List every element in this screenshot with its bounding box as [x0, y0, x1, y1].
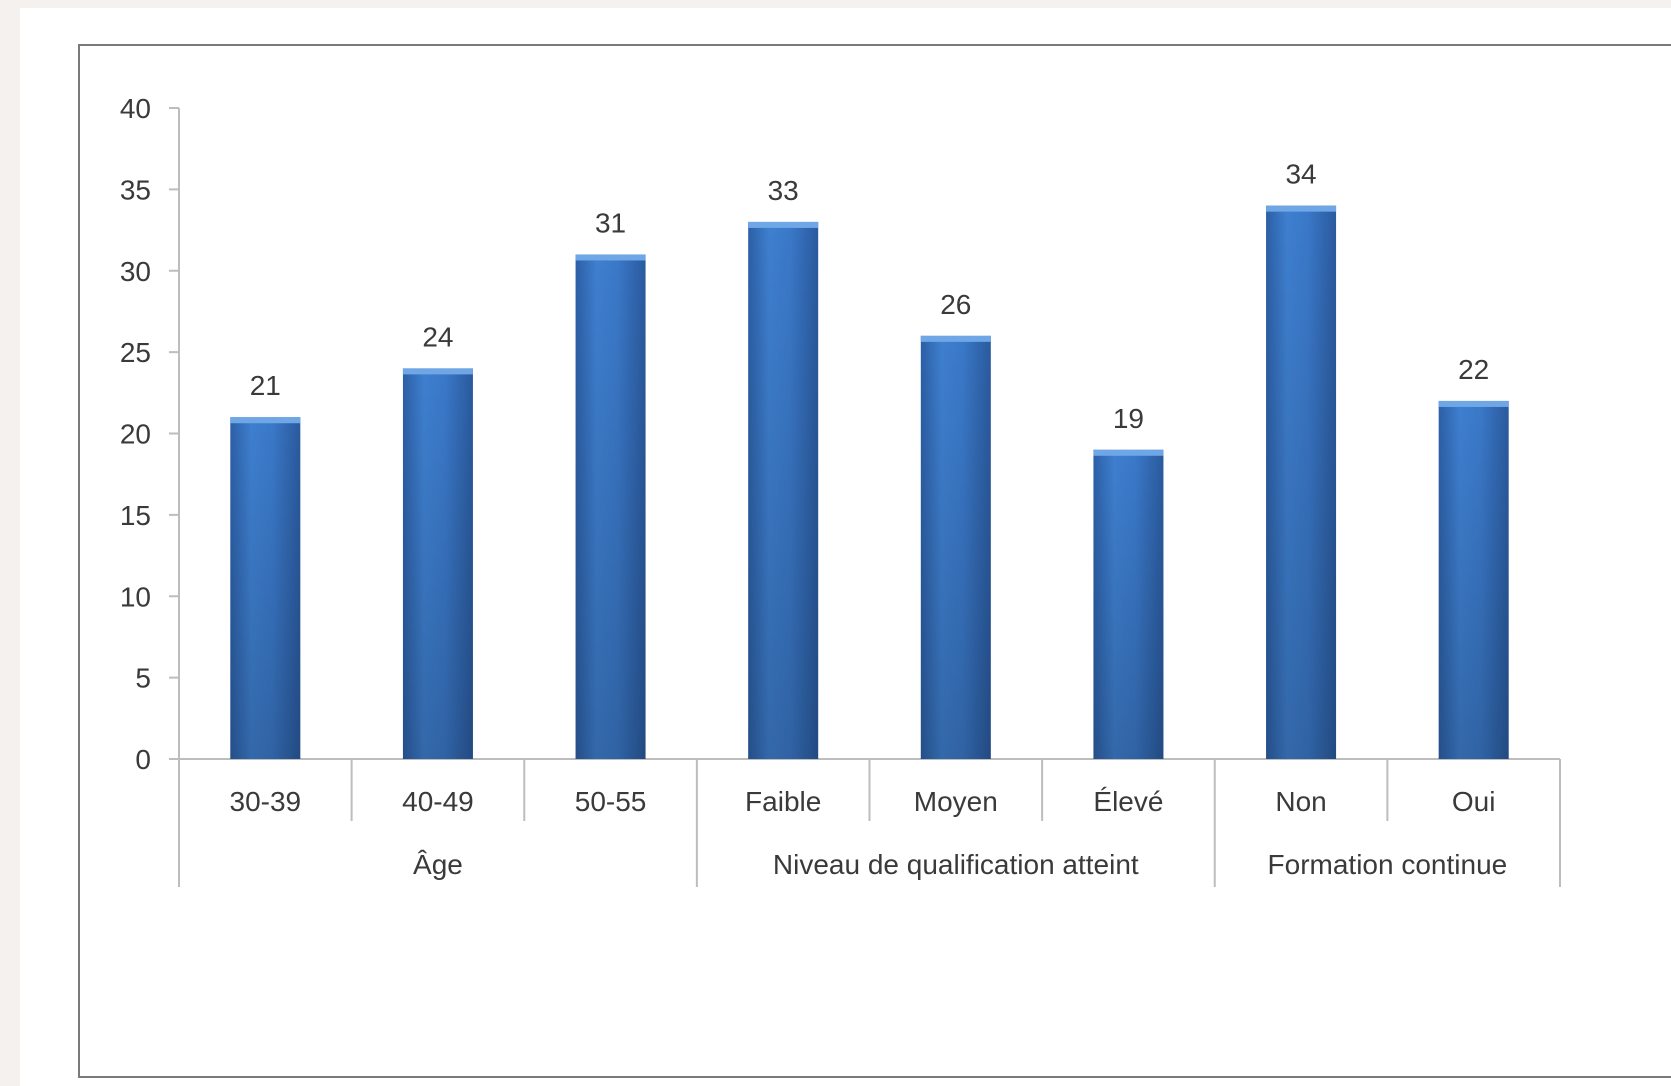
- y-tick-label: 35: [120, 174, 151, 205]
- bar-value-label: 22: [1458, 354, 1489, 385]
- category-label: 30-39: [230, 786, 302, 817]
- bar-top-highlight: [1438, 400, 1509, 407]
- y-tick-label: 40: [120, 93, 151, 124]
- bar-shade: [402, 368, 473, 759]
- y-tick-label: 20: [120, 419, 151, 450]
- y-tick-label: 15: [120, 500, 151, 531]
- chart-frame: 0 5 10 15 20 25 30 35 40 21 30-39 24 40-49 31 50-55 33…: [78, 44, 1671, 1078]
- category-label: Oui: [1452, 786, 1496, 817]
- bar-value-label: 19: [1113, 403, 1144, 434]
- bar-shade: [1093, 449, 1164, 759]
- bar-shade: [748, 221, 819, 760]
- category-label: 50-55: [575, 786, 647, 817]
- bar-top-highlight: [748, 221, 819, 228]
- bar-top-highlight: [230, 417, 301, 424]
- y-tick-label: 30: [120, 256, 151, 287]
- bar-shade: [1438, 400, 1509, 759]
- bar-value-label: 31: [595, 207, 626, 238]
- bar-shade: [1266, 205, 1337, 759]
- y-tick-label: 0: [135, 744, 151, 775]
- bar-value-label: 34: [1285, 159, 1316, 190]
- bar-shade: [230, 417, 301, 759]
- group-label: Niveau de qualification atteint: [773, 849, 1139, 880]
- bar-top-highlight: [920, 335, 991, 342]
- category-label: Faible: [745, 786, 821, 817]
- bar-shade: [575, 254, 646, 759]
- y-tick-label: 5: [135, 663, 151, 694]
- y-tick-label: 25: [120, 337, 151, 368]
- category-label: Élevé: [1093, 786, 1163, 817]
- group-label: Formation continue: [1268, 849, 1508, 880]
- group-label: Âge: [413, 849, 463, 880]
- page: 0 5 10 15 20 25 30 35 40 21 30-39 24 40-49 31 50-55 33…: [20, 8, 1671, 1086]
- bar-value-label: 33: [768, 175, 799, 206]
- y-tick-label: 10: [120, 581, 151, 612]
- bar-top-highlight: [402, 368, 473, 375]
- bar-chart: 0 5 10 15 20 25 30 35 40 21 30-39 24 40-49 31 50-55 33…: [120, 93, 1561, 887]
- bar-value-label: 24: [422, 321, 453, 352]
- bar-value-label: 26: [940, 289, 971, 320]
- bar-top-highlight: [575, 254, 646, 261]
- category-label: 40-49: [402, 786, 474, 817]
- category-label: Moyen: [914, 786, 998, 817]
- bar-value-label: 21: [250, 370, 281, 401]
- bar-top-highlight: [1266, 205, 1337, 212]
- bar-top-highlight: [1093, 449, 1164, 456]
- category-label: Non: [1275, 786, 1326, 817]
- bar-shade: [920, 335, 991, 759]
